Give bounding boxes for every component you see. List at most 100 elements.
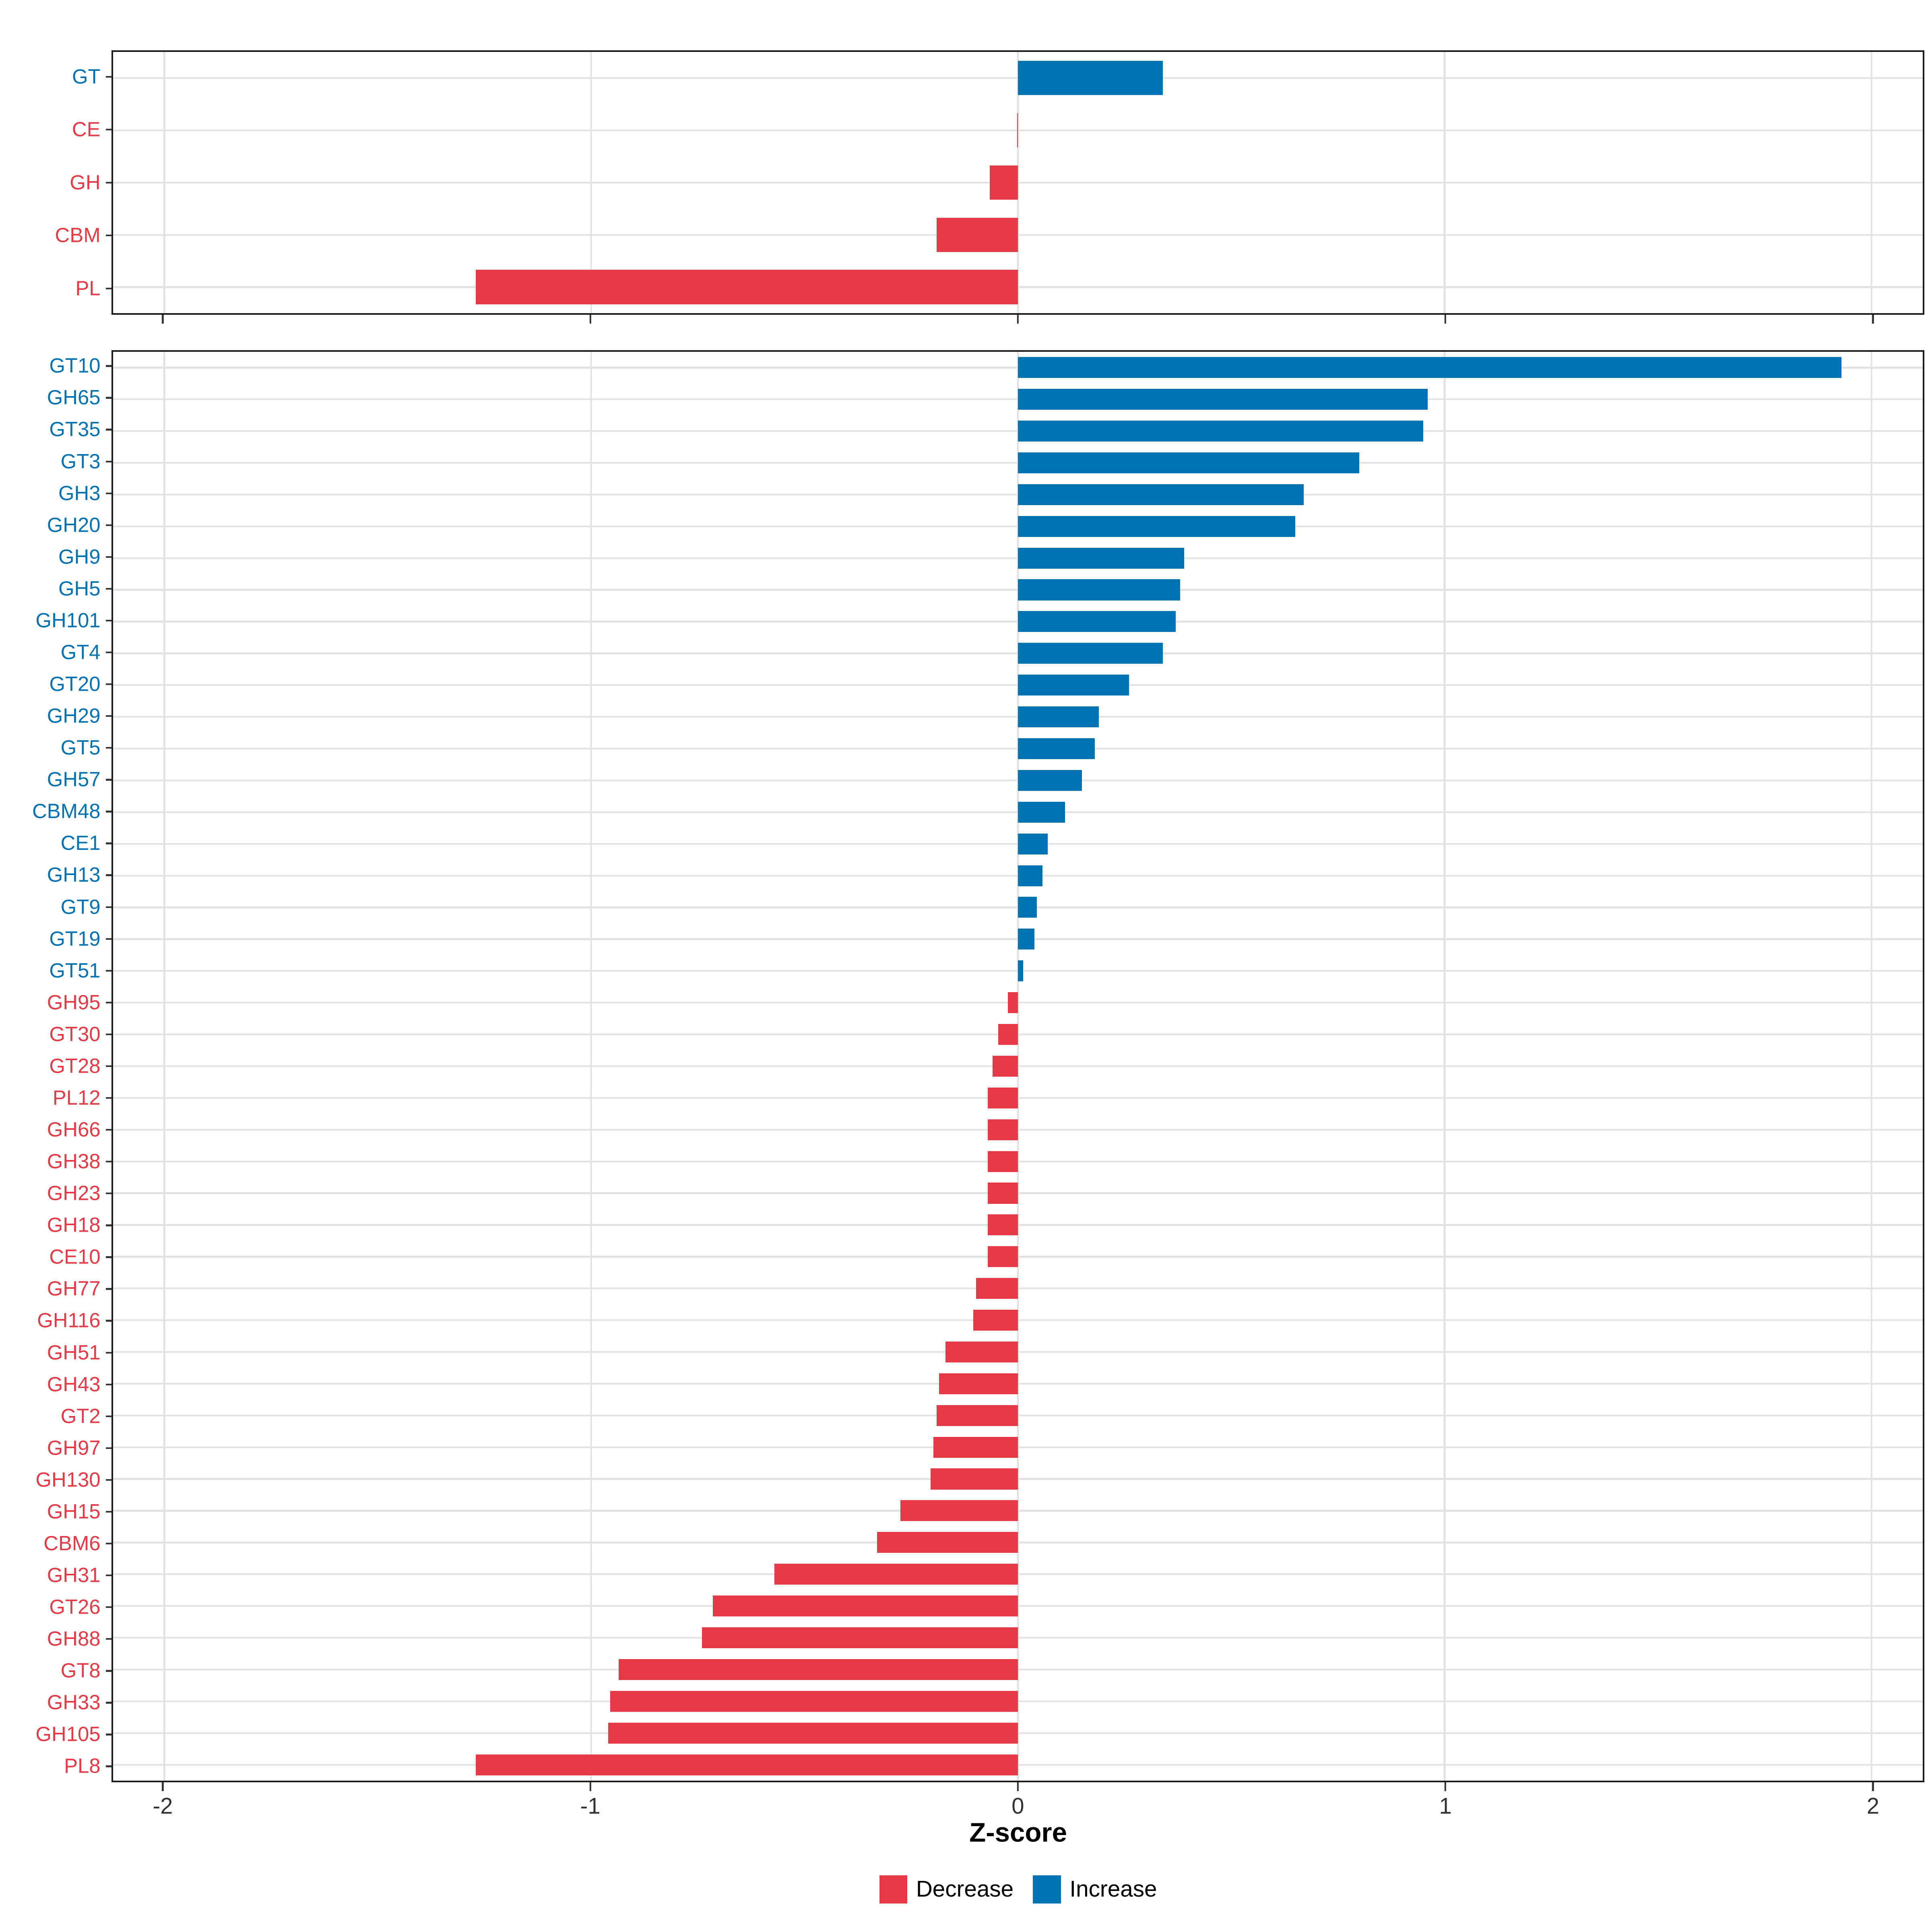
y-label-GT35: GT35 xyxy=(49,418,101,441)
y-label-GT4: GT4 xyxy=(60,640,101,664)
x-tick-label--2: -2 xyxy=(153,1793,173,1819)
y-gridline xyxy=(113,1637,1923,1639)
y-tick-mark xyxy=(105,1224,111,1226)
y-gridline xyxy=(113,1542,1923,1544)
bar-GH3 xyxy=(1018,484,1304,505)
bar-PL12 xyxy=(987,1087,1018,1108)
bar-CE1 xyxy=(1018,833,1048,855)
legend: Decrease Increase xyxy=(879,1875,1157,1904)
y-gridline xyxy=(113,1478,1923,1480)
y-gridline xyxy=(113,129,1923,131)
bar-GH33 xyxy=(610,1690,1018,1712)
y-label-CE10: CE10 xyxy=(49,1245,101,1268)
y-tick-mark xyxy=(105,1574,111,1577)
bar-GH116 xyxy=(973,1309,1018,1331)
x-tick-mark xyxy=(162,1782,164,1791)
bar-GH9 xyxy=(1018,547,1185,569)
bar-GT26 xyxy=(712,1596,1018,1617)
y-tick-mark xyxy=(105,747,111,749)
x-tick-mark xyxy=(1444,315,1447,324)
x-tick-label-1: 1 xyxy=(1439,1793,1452,1819)
y-label-GH9: GH9 xyxy=(58,545,101,568)
y-label-GH23: GH23 xyxy=(47,1181,101,1205)
bar-CBM6 xyxy=(877,1532,1018,1553)
y-tick-mark xyxy=(105,715,111,717)
y-tick-mark xyxy=(105,1734,111,1736)
bar-GT3 xyxy=(1018,452,1360,473)
bar-GH20 xyxy=(1018,516,1296,537)
y-tick-mark xyxy=(105,1479,111,1481)
x-tick-label-2: 2 xyxy=(1866,1793,1879,1819)
legend-swatch-decrease xyxy=(879,1875,908,1904)
bar-GH65 xyxy=(1018,389,1428,410)
y-label-GH5: GH5 xyxy=(58,577,101,600)
y-label-GH51: GH51 xyxy=(47,1341,101,1364)
y-label-GH66: GH66 xyxy=(47,1118,101,1141)
y-label-GH97: GH97 xyxy=(47,1436,101,1459)
x-tick-label-0: 0 xyxy=(1011,1793,1024,1819)
y-tick-mark xyxy=(105,492,111,494)
bar-GH15 xyxy=(900,1500,1018,1521)
y-gridline xyxy=(113,1700,1923,1702)
bar-GH88 xyxy=(702,1627,1018,1648)
y-label-GT19: GT19 xyxy=(49,927,101,950)
y-tick-mark xyxy=(105,1542,111,1545)
bar-GH101 xyxy=(1018,611,1176,632)
y-tick-mark xyxy=(105,1001,111,1003)
y-tick-mark xyxy=(105,779,111,781)
y-gridline xyxy=(113,1383,1923,1385)
bar-CE xyxy=(1017,113,1018,148)
y-gridline xyxy=(113,1287,1923,1290)
y-gridline xyxy=(113,286,1923,288)
bar-GT19 xyxy=(1018,929,1035,950)
y-tick-mark xyxy=(105,874,111,876)
y-tick-mark xyxy=(105,234,111,237)
bar-CBM xyxy=(937,217,1018,252)
y-label-GH13: GH13 xyxy=(47,863,101,886)
y-tick-mark xyxy=(105,1765,111,1767)
y-gridline xyxy=(113,1764,1923,1766)
bar-GH43 xyxy=(939,1373,1018,1394)
y-gridline xyxy=(113,1256,1923,1258)
legend-label-decrease: Decrease xyxy=(916,1876,1014,1902)
y-label-GT3: GT3 xyxy=(60,450,101,473)
y-label-GH15: GH15 xyxy=(47,1500,101,1523)
y-tick-mark xyxy=(105,1033,111,1035)
y-tick-mark xyxy=(105,1702,111,1704)
y-tick-mark xyxy=(105,556,111,558)
bar-GT10 xyxy=(1018,357,1842,378)
legend-label-increase: Increase xyxy=(1069,1876,1157,1902)
y-label-GT30: GT30 xyxy=(49,1022,101,1046)
y-tick-mark xyxy=(105,182,111,184)
bar-GH57 xyxy=(1018,770,1082,791)
bar-GT xyxy=(1018,60,1163,95)
x-tick-label--1: -1 xyxy=(580,1793,601,1819)
y-gridline xyxy=(113,182,1923,184)
y-label-GT51: GT51 xyxy=(49,959,101,982)
y-label-GT26: GT26 xyxy=(49,1595,101,1618)
y-gridline xyxy=(113,1605,1923,1607)
bar-CBM48 xyxy=(1018,801,1065,823)
bar-GH38 xyxy=(987,1151,1018,1172)
bar-GT4 xyxy=(1018,643,1163,664)
bar-GT20 xyxy=(1018,675,1129,696)
bar-GH130 xyxy=(930,1468,1018,1490)
y-tick-mark xyxy=(105,365,111,367)
bar-GT30 xyxy=(998,1024,1018,1045)
y-label-GT10: GT10 xyxy=(49,354,101,377)
y-tick-mark xyxy=(105,1193,111,1195)
x-axis-title: Z-score xyxy=(969,1817,1067,1848)
y-tick-mark xyxy=(105,970,111,972)
legend-item-decrease: Decrease xyxy=(879,1875,1014,1904)
bar-GH97 xyxy=(933,1437,1018,1458)
y-tick-mark xyxy=(105,619,111,622)
y-gridline xyxy=(113,1319,1923,1321)
y-tick-mark xyxy=(105,1256,111,1258)
y-tick-mark xyxy=(105,1383,111,1385)
bar-GH95 xyxy=(1008,992,1018,1013)
bar-GH31 xyxy=(774,1564,1018,1585)
x-tick-mark xyxy=(1444,1782,1447,1791)
bar-GH29 xyxy=(1018,706,1099,728)
y-tick-mark xyxy=(105,938,111,940)
y-gridline xyxy=(113,1033,1923,1036)
